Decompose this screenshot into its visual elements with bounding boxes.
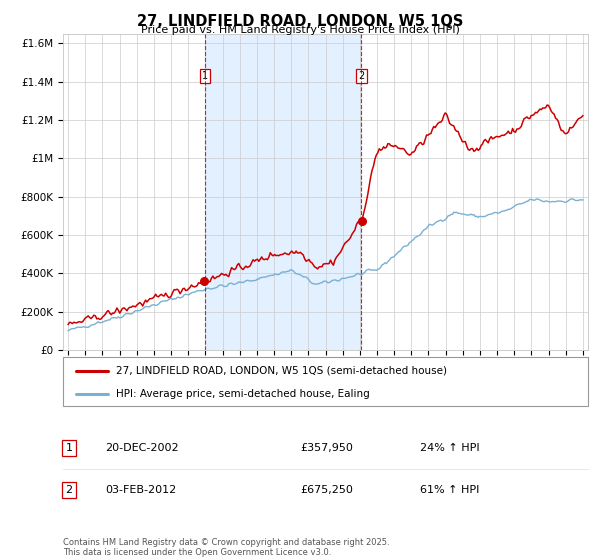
Text: £357,950: £357,950 bbox=[300, 443, 353, 453]
Text: 61% ↑ HPI: 61% ↑ HPI bbox=[420, 485, 479, 495]
Text: 24% ↑ HPI: 24% ↑ HPI bbox=[420, 443, 479, 453]
Text: HPI: Average price, semi-detached house, Ealing: HPI: Average price, semi-detached house,… bbox=[115, 389, 369, 399]
Text: Price paid vs. HM Land Registry's House Price Index (HPI): Price paid vs. HM Land Registry's House … bbox=[140, 25, 460, 35]
Text: 27, LINDFIELD ROAD, LONDON, W5 1QS (semi-detached house): 27, LINDFIELD ROAD, LONDON, W5 1QS (semi… bbox=[115, 366, 446, 376]
Text: 03-FEB-2012: 03-FEB-2012 bbox=[105, 485, 176, 495]
Text: 27, LINDFIELD ROAD, LONDON, W5 1QS: 27, LINDFIELD ROAD, LONDON, W5 1QS bbox=[137, 14, 463, 29]
Text: 1: 1 bbox=[202, 71, 208, 81]
Text: 20-DEC-2002: 20-DEC-2002 bbox=[105, 443, 179, 453]
Text: £675,250: £675,250 bbox=[300, 485, 353, 495]
Text: 2: 2 bbox=[358, 71, 364, 81]
FancyBboxPatch shape bbox=[63, 357, 588, 406]
Text: Contains HM Land Registry data © Crown copyright and database right 2025.
This d: Contains HM Land Registry data © Crown c… bbox=[63, 538, 389, 557]
Text: 1: 1 bbox=[65, 443, 73, 453]
Text: 2: 2 bbox=[65, 485, 73, 495]
